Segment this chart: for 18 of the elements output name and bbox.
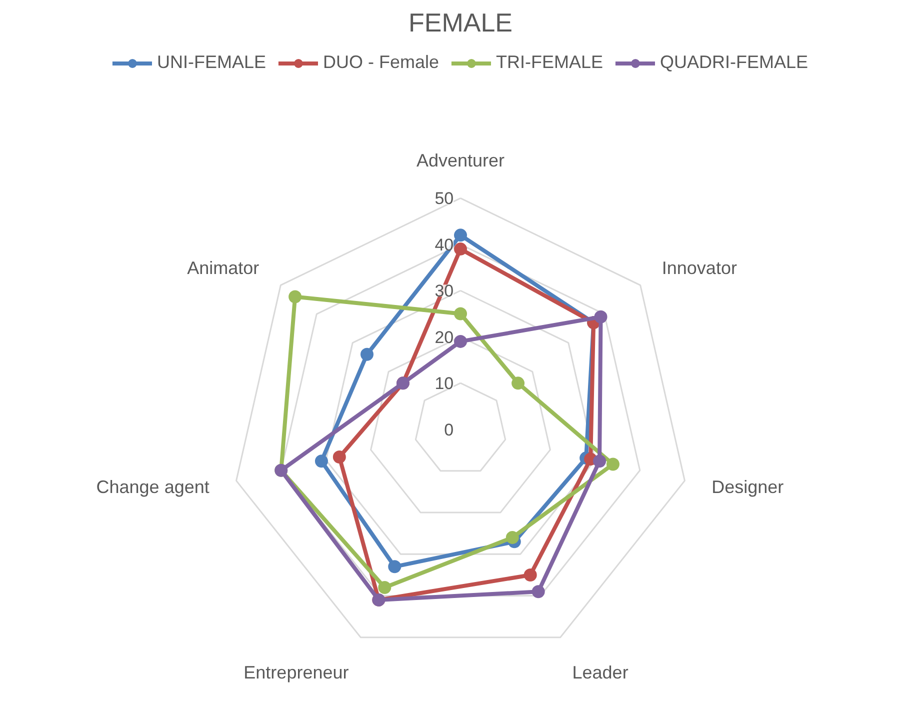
- spoke-label: Animator: [187, 258, 260, 278]
- spoke-label: Entrepreneur: [244, 662, 349, 682]
- spoke-label: Leader: [572, 662, 628, 682]
- y-tick-label: 10: [434, 374, 454, 394]
- spoke-label: Change agent: [96, 476, 210, 497]
- spoke-label: Designer: [712, 476, 784, 497]
- y-tick-label: 50: [434, 189, 454, 208]
- legend-label: QUADRI-FEMALE: [660, 52, 808, 73]
- legend-label: DUO - Female: [322, 52, 439, 73]
- chart-title: FEMALE: [408, 8, 513, 38]
- y-tick-label: 20: [434, 328, 454, 347]
- spoke-label: Adventurer: [416, 150, 505, 170]
- legend-label: UNI-FEMALE: [156, 52, 266, 73]
- spoke-label: Innovator: [662, 258, 737, 278]
- legend-label: TRI-FEMALE: [496, 52, 604, 73]
- y-tick-label: 40: [434, 235, 454, 254]
- y-tick-label: 30: [434, 282, 454, 301]
- y-tick-label: 0: [444, 420, 454, 440]
